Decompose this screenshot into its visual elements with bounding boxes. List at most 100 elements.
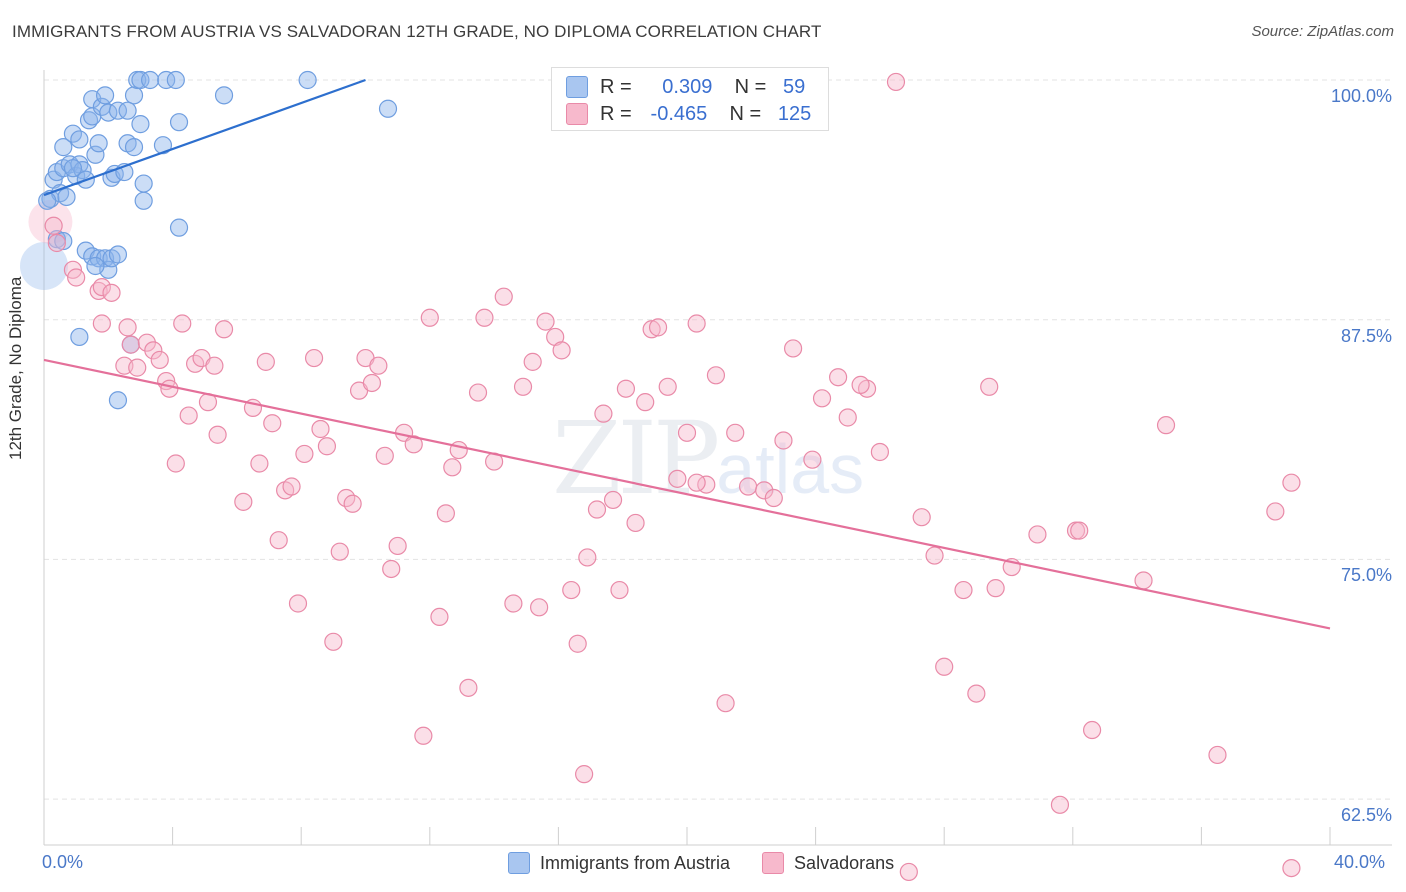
- data-point: [430, 607, 449, 627]
- data-point: [362, 373, 382, 393]
- data-point: [140, 70, 160, 90]
- data-point: [504, 594, 523, 613]
- data-point: [92, 277, 111, 297]
- data-point: [134, 191, 153, 210]
- data-point: [102, 283, 121, 302]
- legend-row-salvadorans: R = -0.465 N = 125: [566, 101, 811, 127]
- data-point: [166, 454, 185, 473]
- data-point: [131, 70, 150, 90]
- data-point: [1266, 502, 1285, 521]
- data-point: [436, 504, 455, 523]
- data-point: [755, 481, 774, 500]
- data-point: [179, 406, 198, 425]
- data-points: [20, 70, 1301, 882]
- legend-n-label: N =: [734, 75, 767, 98]
- x-tick-label-min: 0.0%: [42, 852, 84, 872]
- data-point: [304, 348, 324, 368]
- data-point: [70, 130, 89, 149]
- x-tick-label-max: 40.0%: [1334, 852, 1386, 872]
- bottom-legend-swatch-salvadorans: [762, 852, 785, 874]
- data-point: [468, 383, 488, 402]
- data-point: [144, 341, 163, 360]
- data-point: [282, 477, 301, 496]
- y-tick-label: 62.5%: [1340, 805, 1392, 826]
- legend-swatch-salvadorans: [566, 103, 588, 125]
- data-point: [912, 508, 931, 527]
- data-point: [38, 191, 57, 210]
- data-point: [475, 308, 494, 327]
- data-point: [214, 320, 234, 339]
- data-point: [626, 513, 645, 533]
- data-point: [404, 435, 423, 454]
- y-tick-label: 75.0%: [1340, 565, 1392, 586]
- data-point: [208, 425, 227, 444]
- data-point: [234, 492, 253, 511]
- data-point: [578, 548, 597, 567]
- data-point: [214, 86, 234, 105]
- data-point: [124, 138, 144, 157]
- data-point: [324, 632, 343, 651]
- data-point: [783, 339, 803, 358]
- gridlines: [44, 79, 1392, 800]
- data-point: [150, 350, 169, 370]
- bottom-legend-swatch-austria: [508, 852, 530, 874]
- data-point: [870, 442, 890, 462]
- data-point: [57, 187, 76, 207]
- data-point: [1050, 795, 1070, 814]
- y-tick-label: 87.5%: [1340, 325, 1392, 346]
- legend-row-austria: R = 0.309 N = 59: [566, 74, 805, 100]
- data-point: [288, 594, 308, 613]
- data-point: [1156, 416, 1176, 435]
- data-point: [530, 598, 549, 617]
- trend-line: [43, 358, 1331, 630]
- data-point: [603, 490, 623, 510]
- legend-r-label: R =: [600, 102, 632, 125]
- data-point: [594, 404, 613, 423]
- trend-line: [43, 78, 366, 197]
- bottom-legend-label-austria: Immigrants from Austria: [540, 852, 731, 873]
- data-point: [536, 312, 555, 331]
- legend-n-value: 59: [782, 75, 806, 98]
- data-point: [382, 559, 401, 579]
- data-point: [86, 256, 105, 276]
- legend-r-label: R =: [600, 75, 632, 98]
- data-point: [169, 218, 189, 237]
- data-point: [375, 446, 394, 465]
- data-point: [54, 231, 73, 251]
- bottom-legend-label-salvadorans: Salvadorans: [794, 852, 895, 873]
- data-point: [1082, 720, 1102, 740]
- data-point: [108, 391, 128, 410]
- y-tick-label: 100.0%: [1330, 86, 1392, 106]
- data-point: [513, 377, 533, 396]
- data-point: [803, 450, 822, 469]
- data-point: [687, 314, 706, 333]
- data-point: [89, 134, 108, 153]
- data-point: [726, 423, 745, 442]
- data-point: [118, 101, 137, 120]
- bottom-legend: Immigrants from Austria Salvadorans: [508, 852, 894, 874]
- legend-r-value: -0.465: [650, 102, 708, 125]
- legend: R = 0.309 N = 59 R = -0.465 N = 125: [551, 67, 829, 131]
- data-point: [1134, 571, 1153, 590]
- legend-n-value: 125: [777, 102, 812, 125]
- chart-title: IMMIGRANTS FROM AUSTRIA VS SALVADORAN 12…: [12, 22, 822, 41]
- data-point: [54, 138, 73, 157]
- data-point: [986, 579, 1005, 598]
- data-point: [134, 174, 153, 193]
- data-point: [118, 318, 137, 337]
- data-point: [1282, 473, 1301, 492]
- data-point: [169, 113, 189, 132]
- data-point: [173, 314, 192, 333]
- data-point: [610, 580, 629, 600]
- data-point: [967, 684, 986, 703]
- data-point: [166, 70, 185, 90]
- data-point: [562, 580, 581, 600]
- watermark: ZIPatlas: [552, 400, 864, 517]
- data-point: [980, 377, 999, 396]
- data-point: [636, 393, 655, 412]
- data-point: [687, 473, 706, 492]
- data-point: [1028, 525, 1047, 544]
- data-point: [343, 494, 362, 513]
- data-point: [63, 159, 83, 178]
